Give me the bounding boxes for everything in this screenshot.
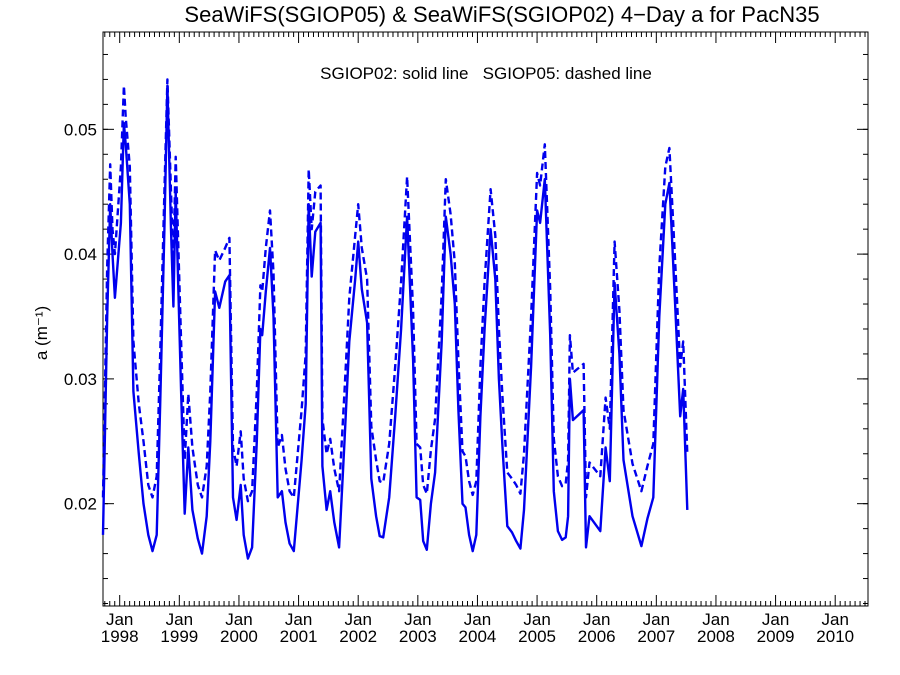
x-tick-year: 2000: [220, 627, 258, 646]
y-tick-label: 0.02: [64, 495, 97, 514]
x-tick-month: Jan: [643, 610, 670, 629]
series-line-solid: [101, 84, 689, 560]
x-tick-year: 1998: [101, 627, 139, 646]
x-tick-month: Jan: [762, 610, 789, 629]
x-tick-month: Jan: [821, 610, 848, 629]
plot-border: [102, 31, 869, 607]
series-layer: [101, 78, 689, 560]
x-tick-month: Jan: [583, 610, 610, 629]
y-tick-label: 0.05: [64, 120, 97, 139]
x-tick-year: 2001: [280, 627, 318, 646]
x-tick-year: 2008: [697, 627, 735, 646]
x-tick-month: Jan: [106, 610, 133, 629]
x-tick-year: 2002: [339, 627, 377, 646]
x-tick-month: Jan: [344, 610, 371, 629]
x-tick-month: Jan: [166, 610, 193, 629]
x-tick-month: Jan: [702, 610, 729, 629]
x-tick-year: 2004: [459, 627, 497, 646]
y-axis-label: a (m⁻¹): [32, 306, 51, 360]
y-tick-label: 0.04: [64, 245, 97, 264]
plot-frame: [102, 31, 869, 607]
x-tick-year: 2010: [816, 627, 854, 646]
series-line-dashed: [101, 78, 689, 503]
x-tick-year: 2003: [399, 627, 437, 646]
chart-title: SeaWiFS(SGIOP05) & SeaWiFS(SGIOP02) 4−Da…: [184, 2, 819, 27]
x-axis: Jan1998Jan1999Jan2000Jan2001Jan2002Jan20…: [101, 32, 866, 646]
x-tick-month: Jan: [225, 610, 252, 629]
x-tick-month: Jan: [285, 610, 312, 629]
x-tick-year: 2005: [518, 627, 556, 646]
x-tick-year: 2007: [637, 627, 675, 646]
x-tick-year: 2006: [578, 627, 616, 646]
x-tick-year: 1999: [160, 627, 198, 646]
x-tick-month: Jan: [404, 610, 431, 629]
x-tick-month: Jan: [523, 610, 550, 629]
x-tick-month: Jan: [464, 610, 491, 629]
x-tick-year: 2009: [757, 627, 795, 646]
y-tick-label: 0.03: [64, 370, 97, 389]
legend-annotation: SGIOP02: solid line SGIOP05: dashed line: [320, 64, 652, 83]
y-axis: 0.02 0.03 0.04 0.05: [64, 53, 868, 605]
